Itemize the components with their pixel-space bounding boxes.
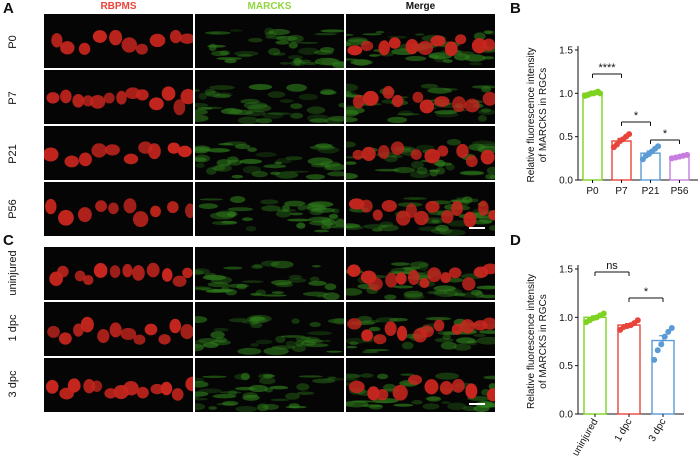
micrograph-c-merge-2 xyxy=(346,358,495,412)
bar-1 xyxy=(617,324,641,415)
y-tick-label: 0.0 xyxy=(559,410,573,421)
x-tick-label-0: P0 xyxy=(586,186,599,197)
x-tick-label-1: 1 dpc xyxy=(613,417,635,444)
scale-bar xyxy=(469,227,485,229)
significance-label: **** xyxy=(598,62,616,74)
micrograph-c-merge-1 xyxy=(346,302,495,356)
panel-label-c: C xyxy=(3,232,14,249)
significance-label: * xyxy=(644,286,649,298)
micrograph-c-rbpms-1 xyxy=(44,302,193,356)
micrograph-c-rbpms-2 xyxy=(44,358,193,412)
x-tick-label-2: 3 dpc xyxy=(647,417,669,444)
significance-label: * xyxy=(663,128,668,140)
x-tick-label-1: P7 xyxy=(615,186,628,197)
data-point xyxy=(634,317,641,324)
y-axis-label: Relative fluorescence intensityof MARCKS… xyxy=(526,47,549,182)
micrograph-a-rbpms-2 xyxy=(44,126,193,180)
y-axis-label: Relative fluorescence intensityof MARCKS… xyxy=(526,274,549,409)
panel-label-d: D xyxy=(510,232,521,249)
micrograph-a-merge-3 xyxy=(346,182,495,236)
column-header-merge: Merge xyxy=(405,1,436,12)
micrograph-a-merge-2 xyxy=(346,126,495,180)
data-point xyxy=(661,333,668,340)
micrograph-c-marcks-2 xyxy=(195,358,344,412)
micrograph-c-rbpms-0 xyxy=(44,247,193,300)
y-tick-label: 1.5 xyxy=(559,46,573,57)
y-tick-label: 0.5 xyxy=(559,132,573,143)
x-tick-label-3: P56 xyxy=(671,186,689,197)
data-point xyxy=(651,356,658,363)
micrograph-c-marcks-0 xyxy=(195,247,344,300)
chart-d: Relative fluorescence intensityof MARCKS… xyxy=(526,260,684,458)
micrograph-a-marcks-1 xyxy=(195,70,344,124)
row-label-3dpc: 3 dpc xyxy=(7,370,19,398)
data-point xyxy=(597,90,604,97)
significance-label: * xyxy=(634,110,639,122)
column-header-marcks: MARCKS xyxy=(247,1,292,12)
y-tick-label: 1.5 xyxy=(559,265,573,276)
data-point xyxy=(600,310,607,317)
panel-label-b: B xyxy=(510,0,521,17)
y-tick-label: 1.0 xyxy=(559,313,573,324)
micrograph-a-merge-0 xyxy=(346,14,495,68)
data-point xyxy=(684,151,691,158)
panel-label-a: A xyxy=(3,0,14,17)
data-point xyxy=(654,347,661,354)
micrograph-a-marcks-2 xyxy=(195,126,344,180)
micrograph-a-marcks-0 xyxy=(195,14,344,68)
data-point xyxy=(665,328,672,335)
bar-0 xyxy=(583,316,607,415)
data-point xyxy=(658,341,665,348)
scale-bar xyxy=(469,403,485,405)
micrograph-a-merge-1 xyxy=(346,70,495,124)
micrograph-c-merge-0 xyxy=(346,247,495,300)
y-tick-label: 0.5 xyxy=(559,361,573,372)
data-point xyxy=(655,143,662,150)
x-tick-label-0: uninjured xyxy=(570,417,600,458)
chart-b: Relative fluorescence intensityof MARCKS… xyxy=(526,46,698,197)
y-tick-label: 0.0 xyxy=(559,176,573,187)
column-header-rbpms: RBPMS xyxy=(100,1,137,12)
row-label-p56: P56 xyxy=(7,199,19,219)
y-tick-label: 1.0 xyxy=(559,89,573,100)
data-point xyxy=(668,324,675,331)
micrograph-a-rbpms-3 xyxy=(44,182,193,236)
bar-0 xyxy=(582,92,603,181)
x-tick-label-2: P21 xyxy=(642,186,660,197)
micrograph-c-marcks-1 xyxy=(195,302,344,356)
micrograph-a-marcks-3 xyxy=(195,182,344,236)
significance-label: ns xyxy=(606,260,618,272)
micrograph-a-rbpms-1 xyxy=(44,70,193,124)
micrograph-a-rbpms-0 xyxy=(44,14,193,68)
data-point xyxy=(626,131,633,138)
